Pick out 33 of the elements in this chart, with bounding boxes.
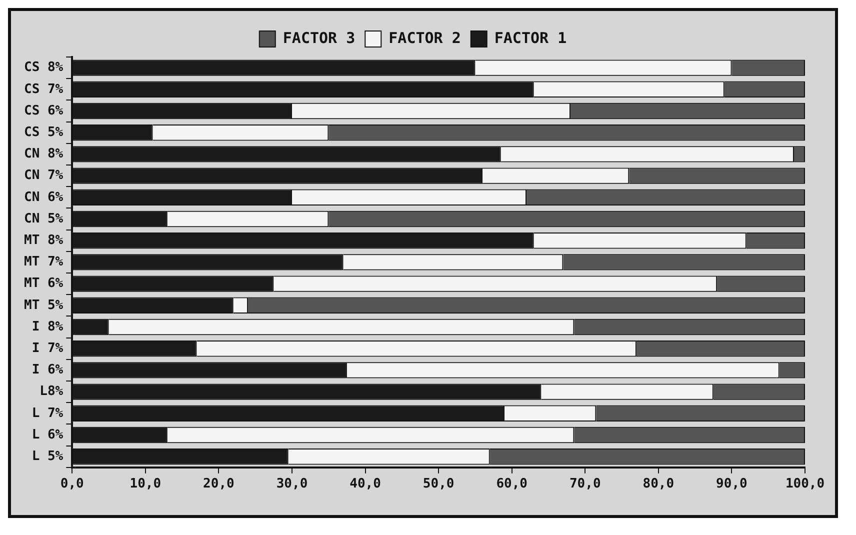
x-tick-label: 0,0 [60, 476, 84, 492]
y-tick-label: MT 8% [24, 232, 64, 248]
legend-label: FACTOR 1 [494, 28, 567, 47]
y-tick-label: CS 6% [24, 103, 64, 118]
y-tick-label: CS 7% [24, 82, 64, 97]
y-tick-label: MT 6% [24, 276, 64, 292]
x-tick-label: 60,0 [496, 476, 528, 492]
y-tick-label: L 6% [32, 427, 64, 442]
x-tick-label: 90,0 [716, 476, 748, 492]
y-tick-label: I 8% [32, 319, 64, 334]
x-tick-label: 10,0 [130, 476, 162, 492]
x-tick-label: 100,0 [785, 476, 825, 492]
y-tick-label: CN 5% [24, 211, 64, 226]
y-tick-label: L 5% [32, 448, 64, 464]
x-tick-label: 50,0 [422, 476, 454, 492]
y-tick-label: L8% [40, 384, 64, 400]
y-tick-label: MT 7% [24, 254, 64, 270]
x-tick-label: 30,0 [276, 476, 308, 492]
y-tick-label: I 7% [32, 340, 64, 356]
y-tick-label: CS 8% [24, 60, 64, 76]
legend-label: FACTOR 2 [388, 28, 461, 47]
y-tick-label: CN 7% [24, 168, 64, 184]
y-tick-label: L 7% [32, 406, 64, 421]
y-tick-label: CN 6% [24, 190, 64, 205]
x-tick-label: 70,0 [569, 476, 601, 492]
x-tick-label: 80,0 [642, 476, 674, 492]
y-tick-label: I 6% [32, 362, 64, 378]
x-tick-label: 20,0 [203, 476, 235, 492]
x-tick-label: 40,0 [350, 476, 382, 492]
y-tick-label: CN 8% [24, 146, 64, 162]
y-tick-label: CS 5% [24, 124, 64, 140]
y-tick-label: MT 5% [24, 298, 64, 313]
legend-label: FACTOR 3 [282, 28, 356, 47]
